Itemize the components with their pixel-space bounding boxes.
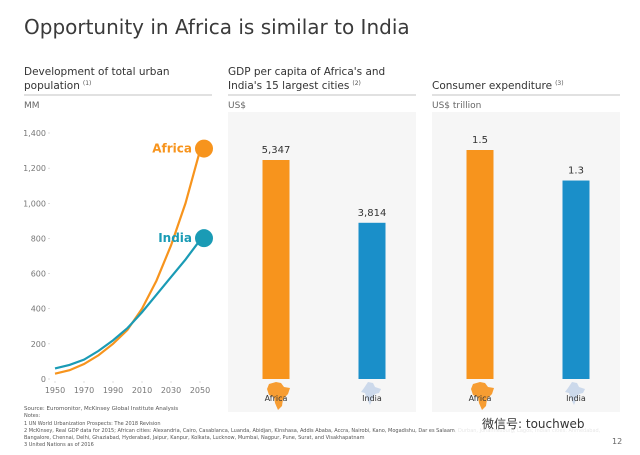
- watermark: 微信号: touchweb: [482, 417, 585, 431]
- note-ref: (1): [83, 80, 92, 87]
- note: 2 McKinsey, Real GDP data for 2015; Afri…: [24, 428, 601, 434]
- page-number: 12: [612, 437, 622, 446]
- source: Source: Euromonitor, McKinsey Global Ins…: [24, 406, 178, 412]
- x-tick-label: 2050: [190, 386, 210, 395]
- value-label: 1.5: [472, 135, 488, 146]
- end-badge: [195, 229, 213, 248]
- note-ref: (2): [352, 80, 361, 87]
- value-label: 5,347: [262, 145, 291, 156]
- note: 1 UN World Urbanization Prospects: The 2…: [24, 421, 161, 427]
- bar: [262, 160, 290, 379]
- y-tick-label: 1,400: [23, 129, 46, 138]
- unit: MM: [24, 101, 40, 111]
- chart-title: Development of total urban population: [24, 66, 170, 92]
- india-icon: [565, 382, 585, 405]
- y-tick-label: 400: [31, 305, 46, 314]
- unit: US$: [228, 101, 246, 111]
- series-label: Africa: [152, 142, 192, 156]
- x-tick-label: 1970: [74, 386, 94, 395]
- chart-title: GDP per capita of Africa's and India's 15…: [228, 66, 385, 92]
- x-tick-label: 2010: [132, 386, 152, 395]
- note: Bangalore, Chennai, Delhi, Ghaziabad, Hy…: [24, 435, 365, 441]
- value-label: 3,814: [358, 208, 387, 219]
- y-tick-label: 600: [31, 270, 46, 279]
- series-label: India: [158, 231, 192, 245]
- unit: US$ trillion: [432, 101, 481, 111]
- y-tick-label: 1,200: [23, 164, 46, 173]
- note: 3 United Nations as of 2016: [24, 442, 94, 448]
- y-tick-label: 800: [31, 234, 46, 243]
- y-tick-label: 1,000: [23, 199, 46, 208]
- slide-title: Opportunity in Africa is similar to Indi…: [24, 15, 410, 39]
- category-label: Africa: [265, 394, 288, 403]
- line: [54, 150, 202, 375]
- category-label: India: [362, 394, 382, 403]
- category-label: India: [566, 394, 586, 403]
- y-tick-label: 200: [31, 340, 46, 349]
- y-tick-label: 0: [41, 375, 46, 384]
- end-badge: [195, 139, 213, 158]
- india-icon: [361, 382, 381, 405]
- category-label: Africa: [469, 394, 492, 403]
- x-tick-label: 1990: [103, 386, 123, 395]
- chart-title: Consumer expenditure: [432, 80, 552, 92]
- notes-heading: Notes:: [24, 413, 40, 419]
- x-tick-label: 1950: [45, 386, 65, 395]
- x-tick-label: 2030: [161, 386, 181, 395]
- bar: [358, 222, 386, 379]
- panel: [432, 112, 620, 412]
- value-label: 1.3: [568, 166, 584, 177]
- note-ref: (3): [555, 80, 564, 87]
- bar: [562, 180, 590, 379]
- bar: [466, 150, 494, 379]
- watermark-bg: [455, 412, 605, 434]
- africa-icon: [471, 382, 494, 410]
- line: [54, 239, 201, 370]
- africa-icon: [267, 382, 290, 410]
- panel: [228, 112, 416, 412]
